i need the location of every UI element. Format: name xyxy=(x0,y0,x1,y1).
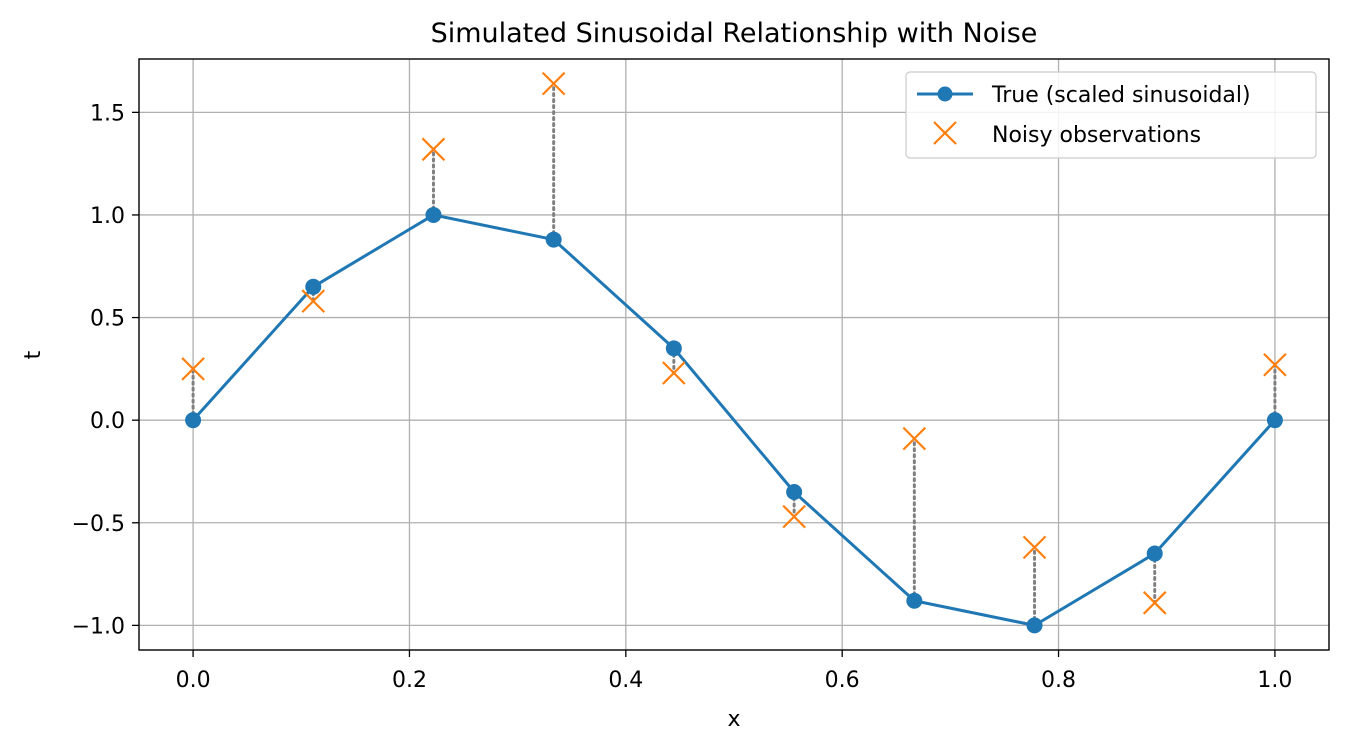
legend: True (scaled sinusoidal) Noisy observati… xyxy=(905,71,1317,159)
y-axis-label: t xyxy=(21,350,46,359)
noisy-point xyxy=(541,71,566,96)
ticks: 0.0 0.2 0.4 0.6 0.8 1.0 −1.0 −0.5 0.0 0.5 1.0 1.5 xyxy=(72,101,1293,693)
true-point xyxy=(1026,617,1043,634)
legend-box xyxy=(905,71,1317,159)
noisy-point xyxy=(1263,352,1287,377)
x-tick-label: 0.6 xyxy=(825,668,860,693)
x-axis-label: x xyxy=(727,707,740,732)
legend-marker-true xyxy=(937,86,953,102)
noisy-point xyxy=(662,361,686,385)
x-tick-label: 0.4 xyxy=(608,668,643,693)
y-tick-label: 1.5 xyxy=(90,101,125,126)
true-point xyxy=(545,231,562,248)
y-tick-label: 0.5 xyxy=(90,307,125,332)
series xyxy=(181,71,1287,634)
residual-lines xyxy=(191,82,1277,627)
noisy-point xyxy=(301,289,326,313)
noisy-point xyxy=(421,137,446,162)
legend-label-true: True (scaled sinusoidal) xyxy=(991,83,1251,108)
legend-label-noisy: Noisy observations xyxy=(992,123,1201,148)
noisy-point xyxy=(181,357,205,381)
legend-marker-noisy xyxy=(933,121,957,145)
y-tick-label: 0.0 xyxy=(90,409,125,434)
x-tick-label: 0.2 xyxy=(392,668,427,693)
true-point xyxy=(425,206,442,223)
true-point xyxy=(1266,412,1283,429)
noisy-point xyxy=(782,504,806,529)
x-tick-label: 0.0 xyxy=(176,668,211,693)
true-point xyxy=(665,340,682,357)
true-series-line xyxy=(191,213,1277,627)
grid xyxy=(139,59,1329,650)
y-tick-label: 1.0 xyxy=(90,204,125,229)
y-tick-label: −0.5 xyxy=(72,512,125,537)
noisy-point xyxy=(902,426,927,451)
true-point xyxy=(1146,545,1163,562)
y-tick-label: −1.0 xyxy=(72,614,125,639)
chart-title: Simulated Sinusoidal Relationship with N… xyxy=(431,18,1038,49)
noisy-point xyxy=(1142,591,1167,615)
plot-frame xyxy=(138,58,1330,651)
x-tick-label: 1.0 xyxy=(1257,668,1292,693)
x-tick-label: 0.8 xyxy=(1041,668,1076,693)
true-point xyxy=(305,278,322,295)
true-point xyxy=(786,483,803,500)
true-point xyxy=(185,412,202,429)
true-point xyxy=(906,592,923,609)
noisy-point xyxy=(1022,535,1047,560)
